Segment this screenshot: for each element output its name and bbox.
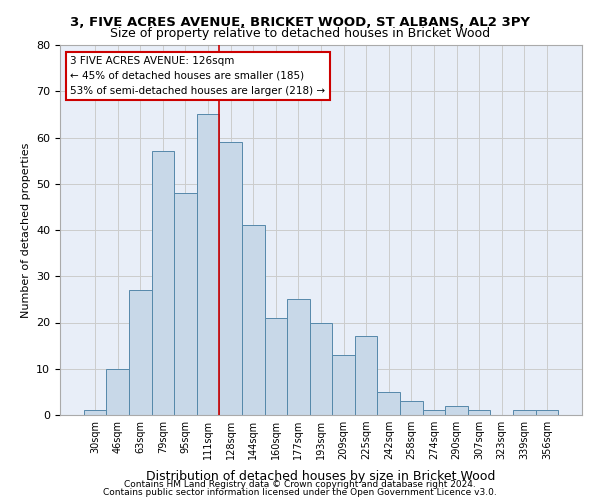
Bar: [355, 336, 377, 415]
Bar: [129, 290, 152, 415]
Bar: [400, 401, 422, 415]
Text: 3, FIVE ACRES AVENUE, BRICKET WOOD, ST ALBANS, AL2 3PY: 3, FIVE ACRES AVENUE, BRICKET WOOD, ST A…: [70, 16, 530, 29]
Bar: [220, 142, 242, 415]
Bar: [106, 369, 129, 415]
Text: Size of property relative to detached houses in Bricket Wood: Size of property relative to detached ho…: [110, 28, 490, 40]
Bar: [536, 410, 558, 415]
Bar: [422, 410, 445, 415]
Text: Contains public sector information licensed under the Open Government Licence v3: Contains public sector information licen…: [103, 488, 497, 497]
Bar: [242, 226, 265, 415]
Bar: [513, 410, 536, 415]
Text: 3 FIVE ACRES AVENUE: 126sqm
← 45% of detached houses are smaller (185)
53% of se: 3 FIVE ACRES AVENUE: 126sqm ← 45% of det…: [70, 56, 326, 96]
Bar: [377, 392, 400, 415]
Bar: [174, 193, 197, 415]
Bar: [265, 318, 287, 415]
X-axis label: Distribution of detached houses by size in Bricket Wood: Distribution of detached houses by size …: [146, 470, 496, 484]
Y-axis label: Number of detached properties: Number of detached properties: [20, 142, 31, 318]
Bar: [310, 322, 332, 415]
Bar: [468, 410, 490, 415]
Bar: [445, 406, 468, 415]
Bar: [84, 410, 106, 415]
Text: Contains HM Land Registry data © Crown copyright and database right 2024.: Contains HM Land Registry data © Crown c…: [124, 480, 476, 489]
Bar: [152, 152, 174, 415]
Bar: [287, 300, 310, 415]
Bar: [332, 355, 355, 415]
Bar: [197, 114, 220, 415]
